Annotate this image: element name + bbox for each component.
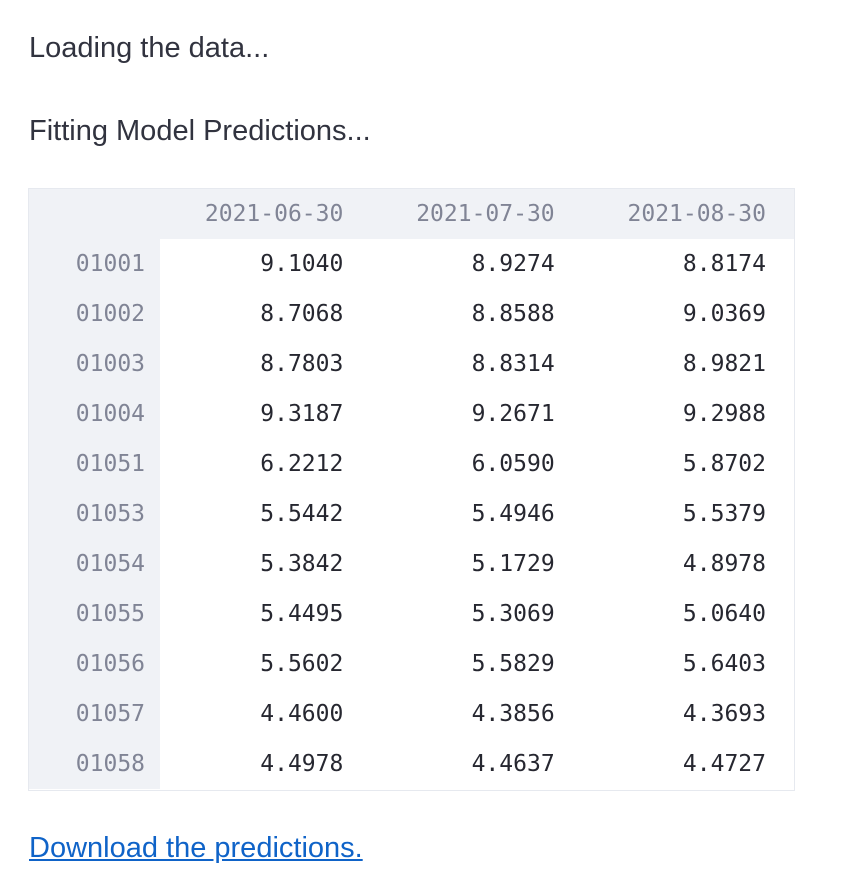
- table-cell[interactable]: 8.7068: [160, 289, 372, 339]
- table-cell[interactable]: 6.0590: [371, 439, 583, 489]
- table-cell[interactable]: 8.8588: [371, 289, 583, 339]
- table-cell[interactable]: 5.4495: [160, 589, 372, 639]
- row-index-cell[interactable]: 01054: [29, 539, 161, 589]
- column-header[interactable]: 2021-08-30: [582, 189, 794, 239]
- table-cell[interactable]: 5.5829: [371, 639, 583, 689]
- row-index-cell[interactable]: 01002: [29, 289, 161, 339]
- row-index-cell[interactable]: 01004: [29, 389, 161, 439]
- table-cell[interactable]: 9.1040: [160, 239, 372, 289]
- predictions-dataframe: 2021-06-30 2021-07-30 2021-08-30 01001 9.…: [29, 189, 794, 789]
- table-cell[interactable]: 5.5379: [582, 489, 794, 539]
- table-cell[interactable]: 5.3069: [371, 589, 583, 639]
- table-cell[interactable]: 4.8978: [582, 539, 794, 589]
- table-cell[interactable]: 4.4978: [160, 739, 372, 789]
- row-index-cell[interactable]: 01003: [29, 339, 161, 389]
- table-cell[interactable]: 9.2988: [582, 389, 794, 439]
- table-cell[interactable]: 8.9274: [371, 239, 583, 289]
- table-cell[interactable]: 4.4727: [582, 739, 794, 789]
- predictions-table: 2021-06-30 2021-07-30 2021-08-30 01001 9.…: [28, 188, 795, 791]
- table-cell[interactable]: 4.3856: [371, 689, 583, 739]
- table-cell[interactable]: 4.3693: [582, 689, 794, 739]
- table-cell[interactable]: 4.4637: [371, 739, 583, 789]
- table-cell[interactable]: 5.8702: [582, 439, 794, 489]
- row-index-cell[interactable]: 01057: [29, 689, 161, 739]
- column-header[interactable]: 2021-07-30: [371, 189, 583, 239]
- table-cell[interactable]: 5.5442: [160, 489, 372, 539]
- row-index-cell[interactable]: 01055: [29, 589, 161, 639]
- table-row: 01053 5.5442 5.4946 5.5379: [29, 489, 794, 539]
- table-cell[interactable]: 9.3187: [160, 389, 372, 439]
- row-index-cell[interactable]: 01058: [29, 739, 161, 789]
- table-header-row: 2021-06-30 2021-07-30 2021-08-30: [29, 189, 794, 239]
- table-cell[interactable]: 5.4946: [371, 489, 583, 539]
- table-cell[interactable]: 5.5602: [160, 639, 372, 689]
- table-row: 01057 4.4600 4.3856 4.3693: [29, 689, 794, 739]
- table-row: 01051 6.2212 6.0590 5.8702: [29, 439, 794, 489]
- table-row: 01056 5.5602 5.5829 5.6403: [29, 639, 794, 689]
- table-row: 01058 4.4978 4.4637 4.4727: [29, 739, 794, 789]
- table-cell[interactable]: 4.4600: [160, 689, 372, 739]
- table-cell[interactable]: 6.2212: [160, 439, 372, 489]
- table-row: 01055 5.4495 5.3069 5.0640: [29, 589, 794, 639]
- index-header-blank: [29, 189, 161, 239]
- table-cell[interactable]: 5.3842: [160, 539, 372, 589]
- table-cell[interactable]: 9.2671: [371, 389, 583, 439]
- row-index-cell[interactable]: 01051: [29, 439, 161, 489]
- download-predictions-link[interactable]: Download the predictions.: [29, 832, 363, 864]
- table-row: 01001 9.1040 8.9274 8.8174: [29, 239, 794, 289]
- table-row: 01003 8.7803 8.8314 8.9821: [29, 339, 794, 389]
- row-index-cell[interactable]: 01001: [29, 239, 161, 289]
- table-cell[interactable]: 5.0640: [582, 589, 794, 639]
- table-cell[interactable]: 8.9821: [582, 339, 794, 389]
- table-row: 01004 9.3187 9.2671 9.2988: [29, 389, 794, 439]
- table-row: 01002 8.7068 8.8588 9.0369: [29, 289, 794, 339]
- table-cell[interactable]: 8.8314: [371, 339, 583, 389]
- status-loading-text: Loading the data...: [29, 32, 270, 64]
- column-header[interactable]: 2021-06-30: [160, 189, 372, 239]
- table-cell[interactable]: 5.1729: [371, 539, 583, 589]
- table-cell[interactable]: 8.7803: [160, 339, 372, 389]
- status-fitting-text: Fitting Model Predictions...: [29, 115, 371, 147]
- row-index-cell[interactable]: 01053: [29, 489, 161, 539]
- table-row: 01054 5.3842 5.1729 4.8978: [29, 539, 794, 589]
- table-cell[interactable]: 9.0369: [582, 289, 794, 339]
- table-cell[interactable]: 5.6403: [582, 639, 794, 689]
- row-index-cell[interactable]: 01056: [29, 639, 161, 689]
- table-cell[interactable]: 8.8174: [582, 239, 794, 289]
